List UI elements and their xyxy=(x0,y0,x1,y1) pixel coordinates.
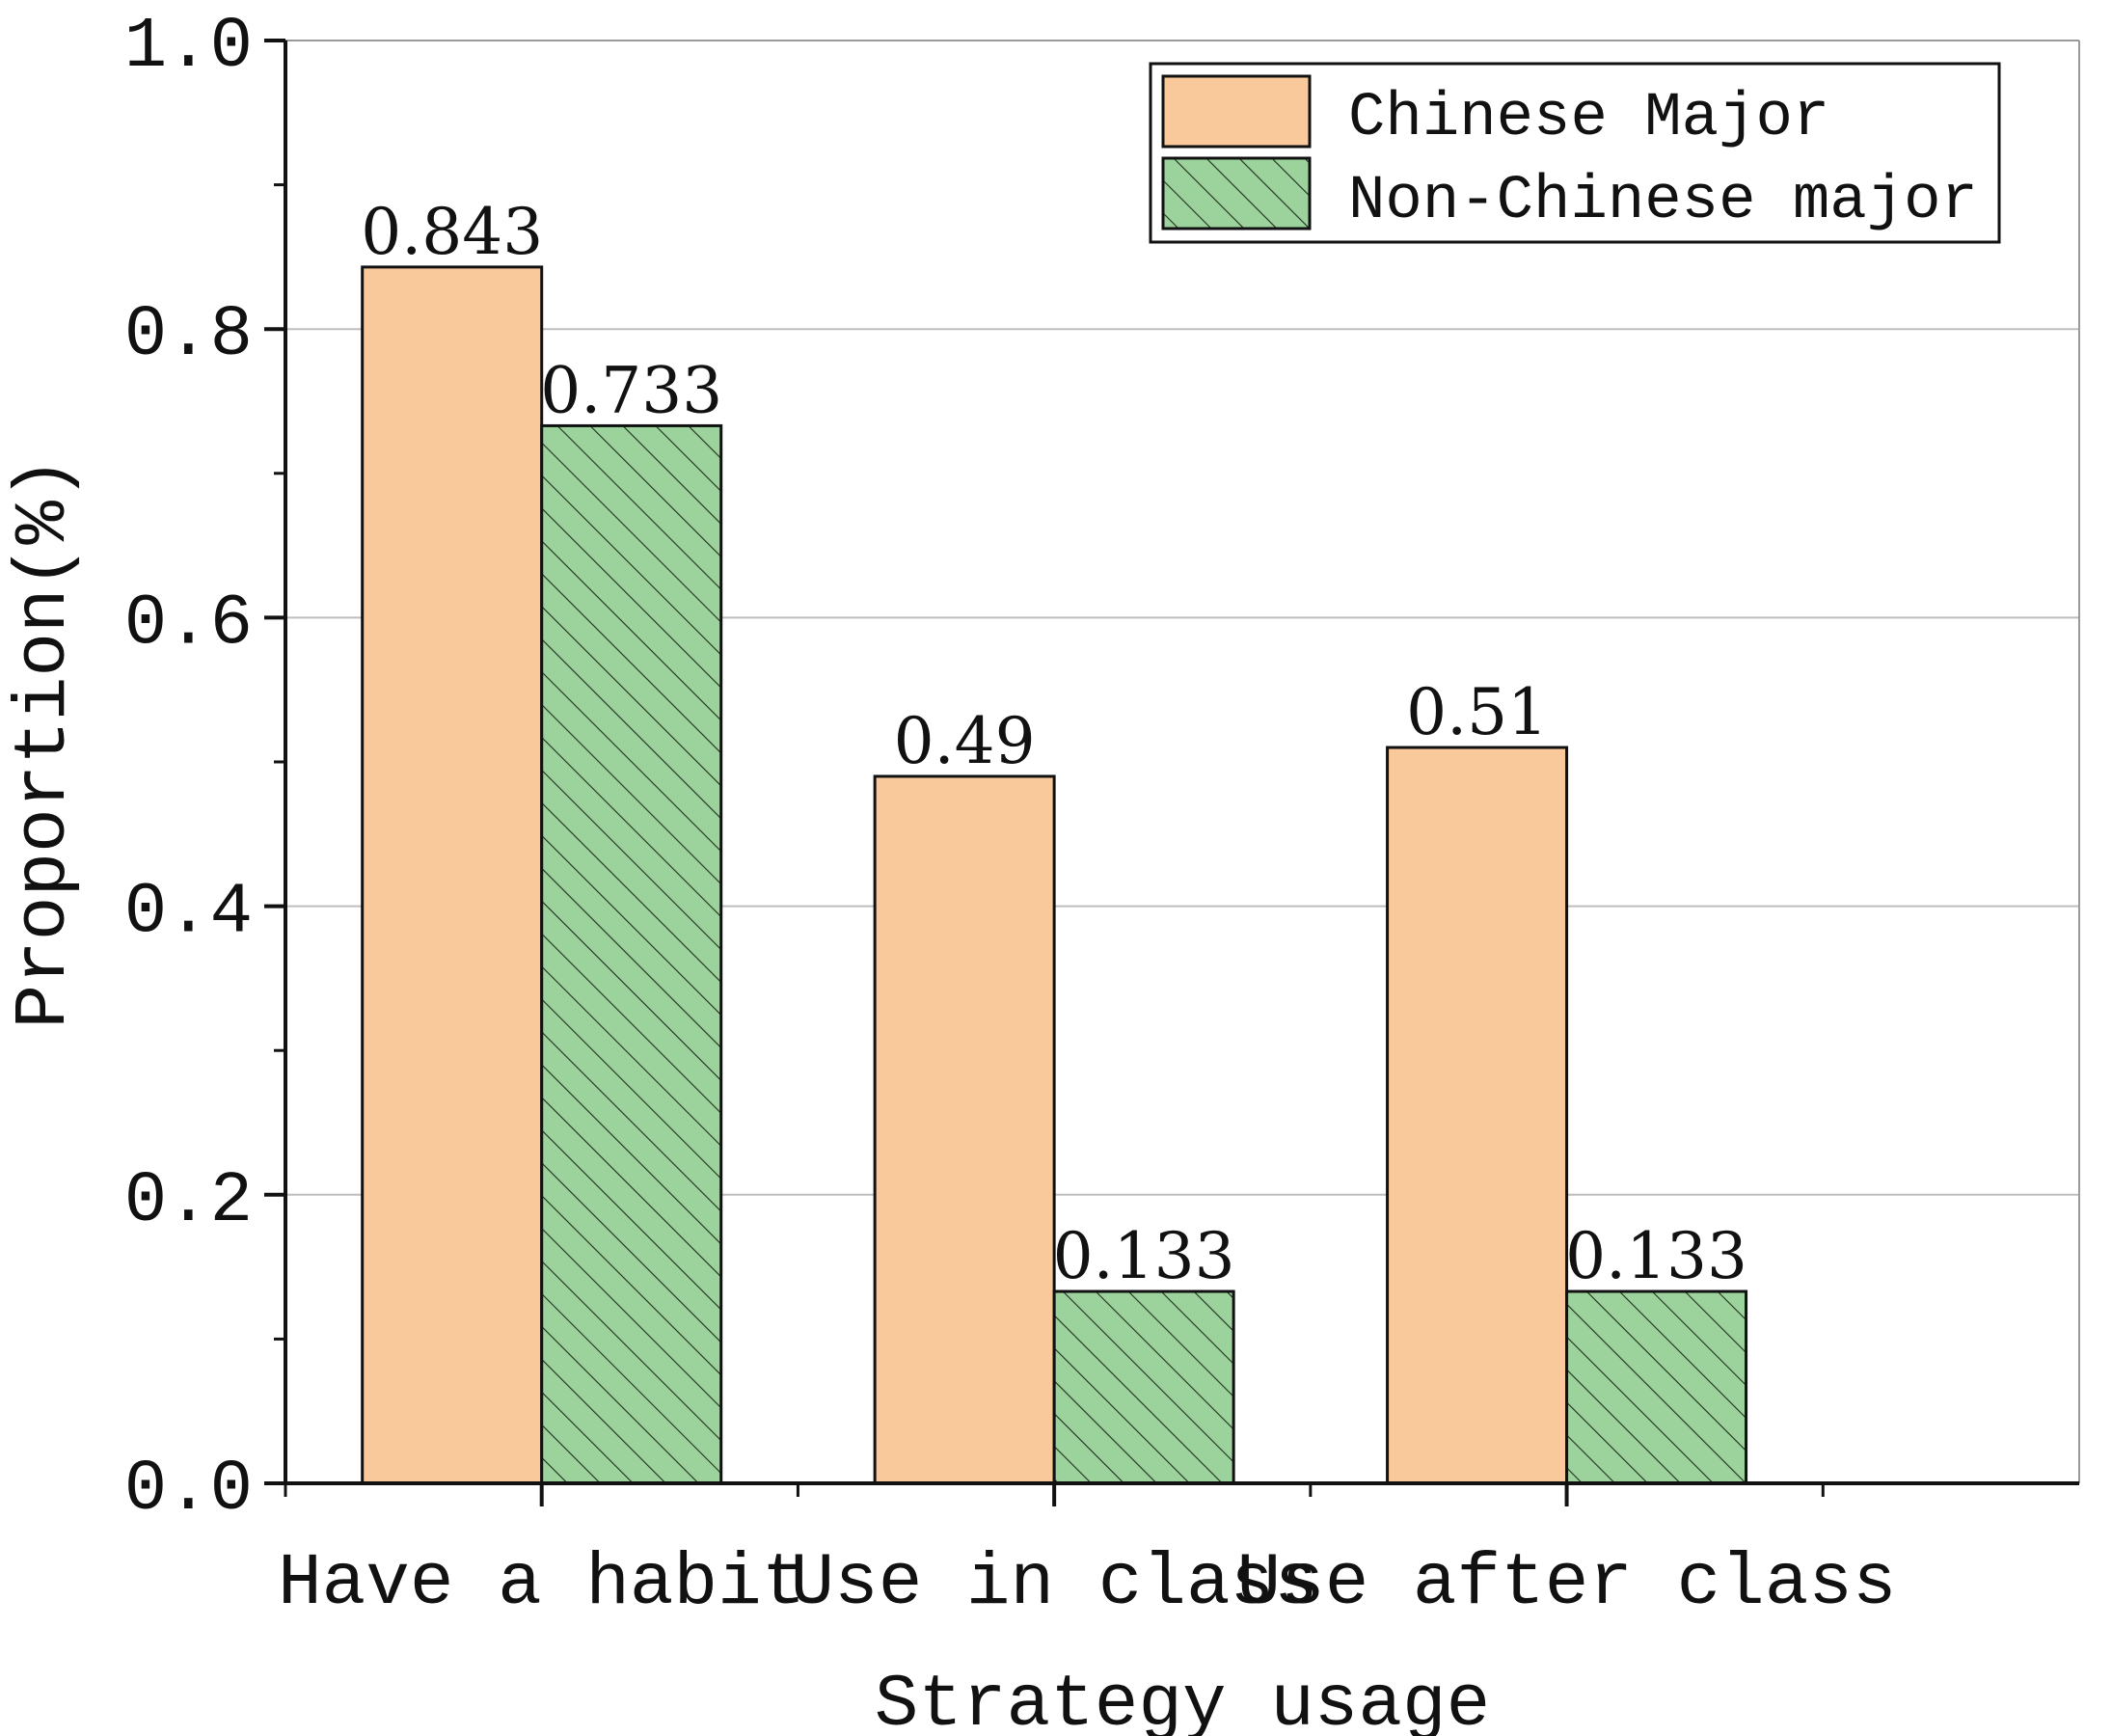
axis-layer xyxy=(264,39,2079,1506)
y-tick-label: 0.0 xyxy=(124,1450,253,1531)
data-label: 0.133 xyxy=(1053,1219,1235,1293)
bar-chinese-major-2 xyxy=(873,774,1056,1485)
bar-non-chinese-major-1 xyxy=(540,423,723,1485)
legend-label-non-chinese-major: Non-Chinese major xyxy=(1348,167,1978,236)
label-layer: 0.843 0.733 Have a habit 0.49 0.133 Use in cl… xyxy=(124,7,1897,1625)
legend-swatch-chinese-major xyxy=(1161,74,1312,149)
bar-chinese-major-3 xyxy=(1386,746,1569,1485)
data-label: 0.843 xyxy=(361,195,543,269)
legend-swatch-non-chinese-major xyxy=(1161,156,1312,231)
x-tick-label: Use in class xyxy=(790,1542,1317,1625)
x-tick-label: Have a habit xyxy=(278,1542,805,1625)
bar-non-chinese-major-2 xyxy=(1052,1289,1235,1485)
data-label: 0.49 xyxy=(894,704,1036,778)
y-tick-label: 0.2 xyxy=(124,1161,253,1242)
y-axis-title: Proportion(%) xyxy=(3,457,86,1029)
y-tick-label: 1.0 xyxy=(124,7,253,88)
bar-chinese-major-1 xyxy=(361,265,544,1485)
legend: Chinese Major Non-Chinese major xyxy=(1149,62,2001,244)
x-tick-label: Use after class xyxy=(1237,1542,1897,1625)
legend-label-chinese-major: Chinese Major xyxy=(1348,84,1829,153)
y-tick-label: 0.6 xyxy=(124,583,253,665)
y-tick-label: 0.8 xyxy=(124,295,253,376)
bar-layer xyxy=(361,265,1748,1485)
data-label: 0.733 xyxy=(540,353,722,427)
bar-non-chinese-major-3 xyxy=(1565,1289,1748,1485)
y-tick-label: 0.4 xyxy=(124,873,253,954)
x-axis-title: Strategy usage xyxy=(875,1664,1491,1736)
data-label: 0.133 xyxy=(1565,1219,1747,1293)
data-label: 0.51 xyxy=(1406,675,1548,749)
